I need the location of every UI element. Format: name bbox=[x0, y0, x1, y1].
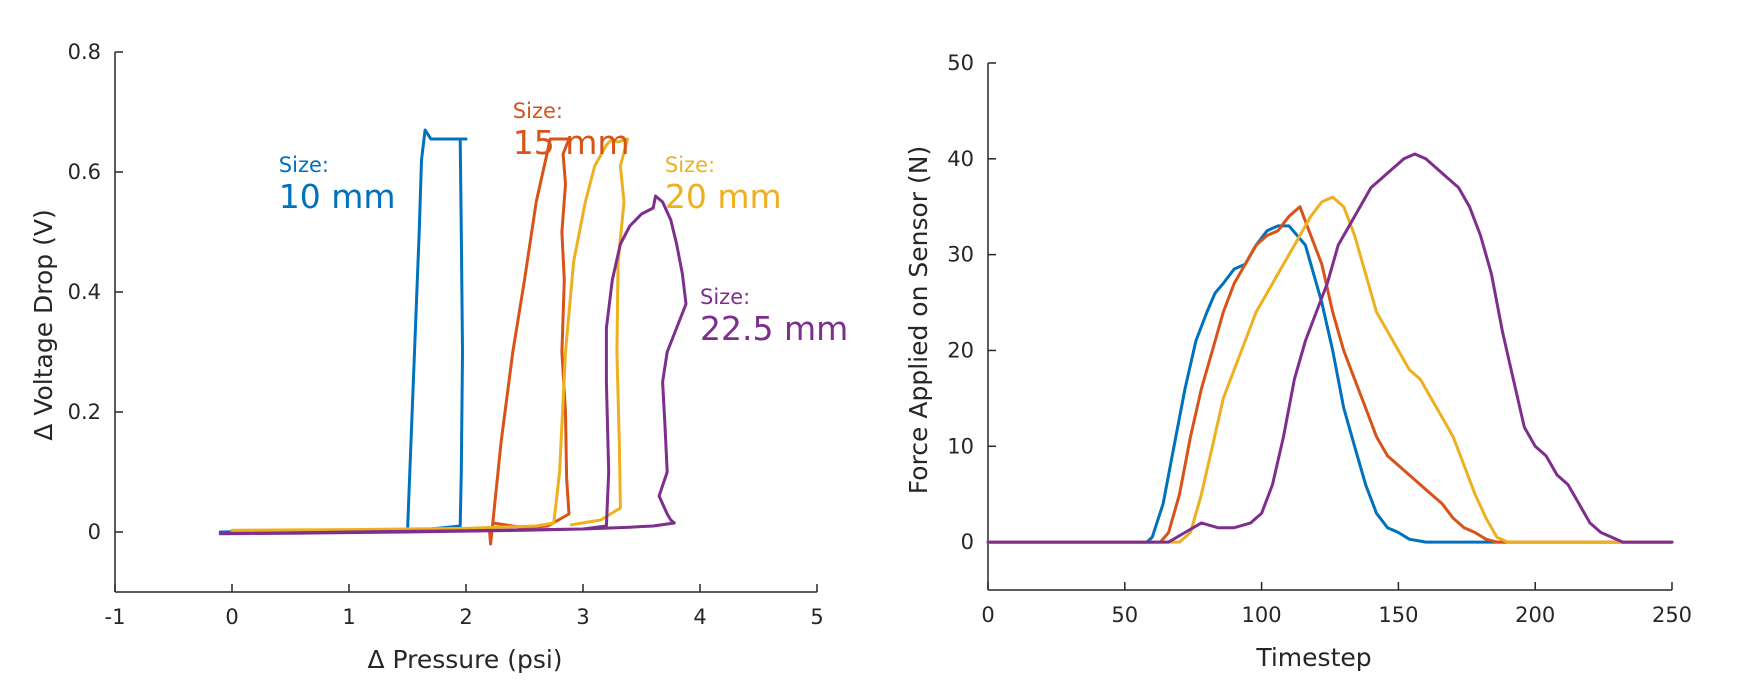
x-tick-label: 3 bbox=[576, 605, 589, 629]
y-tick-label: 0.2 bbox=[68, 400, 101, 424]
annotation-label: Size: bbox=[665, 153, 715, 177]
y-axis-label: Force Applied on Sensor (N) bbox=[904, 146, 933, 494]
series-line bbox=[986, 152, 1674, 544]
y-tick-label: 20 bbox=[947, 338, 974, 362]
annotation-label: Size: bbox=[513, 99, 563, 123]
x-tick-label: 100 bbox=[1242, 603, 1282, 627]
x-axis-label: Δ Pressure (psi) bbox=[367, 645, 562, 674]
y-tick-label: 0.6 bbox=[68, 160, 101, 184]
chart-voltage-vs-pressure: Δ Pressure (psi) Δ Voltage Drop (V) -1 0 1… bbox=[29, 40, 848, 674]
y-tick-label: 0 bbox=[961, 530, 974, 554]
x-tick-label: 4 bbox=[693, 605, 706, 629]
series-line bbox=[218, 194, 688, 536]
y-tick-label: 30 bbox=[947, 243, 974, 267]
y-tick-label: 40 bbox=[947, 147, 974, 171]
y-tick-label: 10 bbox=[947, 434, 974, 458]
x-tick-label: 250 bbox=[1652, 603, 1692, 627]
series-line bbox=[986, 195, 1674, 544]
chart-force-vs-timestep: Timestep Force Applied on Sensor (N) 0 50… bbox=[904, 51, 1692, 672]
x-tick-label: 2 bbox=[459, 605, 472, 629]
x-tick-label: 5 bbox=[810, 605, 823, 629]
x-tick-label: 150 bbox=[1378, 603, 1418, 627]
y-axis-label: Δ Voltage Drop (V) bbox=[29, 209, 58, 440]
series-line bbox=[230, 137, 629, 532]
annotation-label: Size: bbox=[279, 153, 329, 177]
x-tick-label: 0 bbox=[981, 603, 994, 627]
annotation-value: 22.5 mm bbox=[700, 309, 848, 348]
x-tick-label: 200 bbox=[1515, 603, 1555, 627]
x-tick-label: 50 bbox=[1111, 603, 1138, 627]
annotation-value: 20 mm bbox=[665, 177, 782, 216]
x-tick-label: 1 bbox=[342, 605, 355, 629]
series-line bbox=[230, 137, 571, 546]
series-line bbox=[986, 205, 1674, 544]
y-tick-label: 0 bbox=[88, 520, 101, 544]
y-tick-label: 0.4 bbox=[68, 280, 101, 304]
x-axis-label: Timestep bbox=[1255, 643, 1371, 672]
annotation-value: 10 mm bbox=[279, 177, 396, 216]
x-tick-label: -1 bbox=[105, 605, 126, 629]
y-tick-label: 0.8 bbox=[68, 40, 101, 64]
annotation-label: Size: bbox=[700, 285, 750, 309]
annotation-value: 15 mm bbox=[513, 123, 630, 162]
y-tick-label: 50 bbox=[947, 51, 974, 75]
x-tick-label: 0 bbox=[225, 605, 238, 629]
